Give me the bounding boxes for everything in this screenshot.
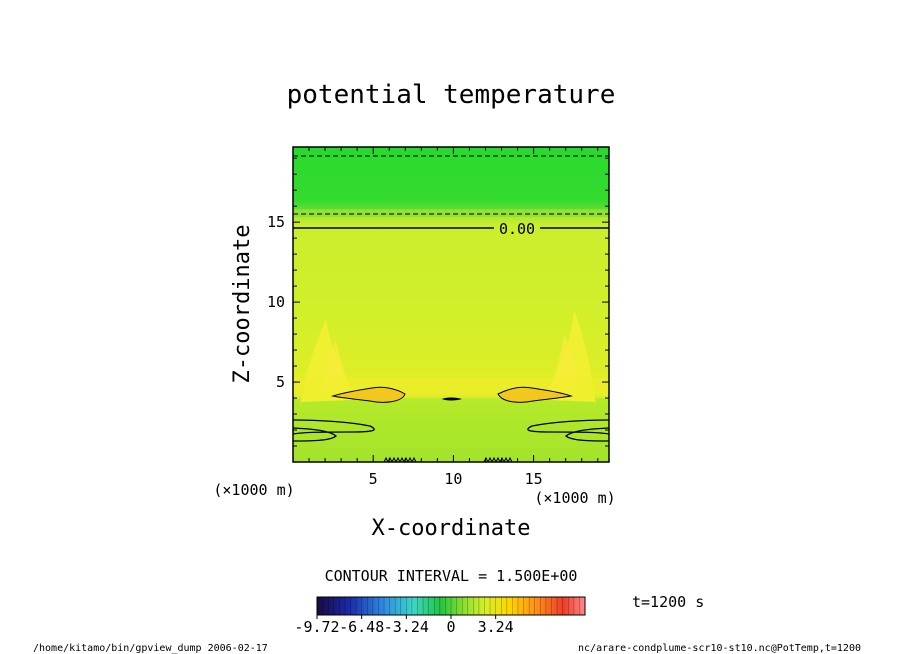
x-tick-label: 5: [369, 470, 378, 488]
colorbar-tick-label: -6.48: [339, 618, 384, 636]
footer-left: /home/kitamo/bin/gpview_dump 2006-02-17: [33, 643, 268, 654]
chart-title: potential temperature: [287, 80, 616, 110]
colorbar-tick-label: 3.24: [478, 618, 514, 636]
x-tick-label: 15: [525, 470, 543, 488]
contour-label: 0.00: [499, 220, 535, 238]
colorbar-tick-label: -9.72: [294, 618, 339, 636]
y-tick-label: 5: [276, 373, 285, 391]
axes: 5 10 15 5 10 15: [267, 147, 609, 488]
contour-interval: CONTOUR INTERVAL = 1.500E+00: [325, 567, 578, 585]
y-unit-label: (×1000 m): [534, 489, 615, 507]
x-tick-label: 10: [444, 470, 462, 488]
colorbar-tick-label: -3.24: [384, 618, 429, 636]
y-tick-label: 10: [267, 293, 285, 311]
x-axis-label: X-coordinate: [372, 516, 531, 541]
footer-right: nc/arare-condplume-scr10-st10.nc@PotTemp…: [578, 643, 861, 654]
time-label: t=1200 s: [632, 593, 704, 611]
colorbar-tick-label: 0: [446, 618, 455, 636]
plot-frame: [292, 146, 610, 463]
colorbar-ticks: -9.72 -6.48 -3.24 0 3.24: [294, 597, 580, 636]
y-tick-label: 15: [267, 213, 285, 231]
heatmap-field: [293, 147, 609, 462]
x-unit-label: (×1000 m): [213, 481, 294, 499]
y-axis-label: Z-coordinate: [230, 225, 255, 384]
